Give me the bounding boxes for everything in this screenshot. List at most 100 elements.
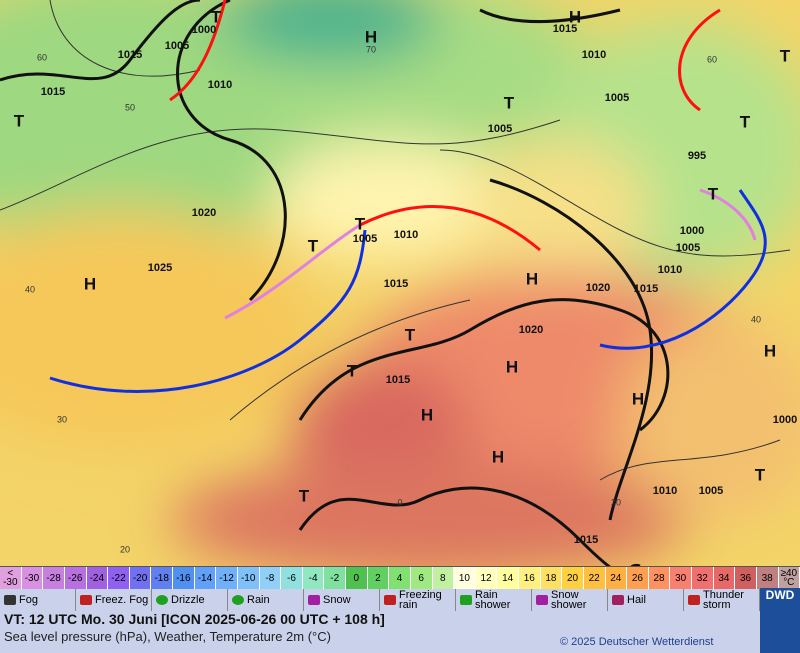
- scale-cell: 32: [692, 567, 714, 589]
- pressure-label: 1020: [519, 324, 543, 336]
- legend-icon: [232, 595, 244, 605]
- scale-cell: 20: [562, 567, 584, 589]
- scale-label: 34: [718, 572, 730, 584]
- grid-label: 50: [125, 102, 135, 112]
- scale-cell: < -30: [0, 567, 22, 589]
- scale-label: -26: [67, 572, 83, 584]
- scale-label: 10: [458, 572, 470, 584]
- logo: DWD: [760, 588, 800, 653]
- legend-label: Rain shower: [475, 589, 511, 611]
- pressure-label: 1005: [488, 123, 512, 135]
- scale-cell: 24: [605, 567, 628, 589]
- scale-cell: 8: [432, 567, 455, 589]
- grid-label: 60: [707, 54, 717, 64]
- scale-cell: -22: [108, 567, 130, 589]
- scale-label: -18: [154, 572, 169, 584]
- scale-label: 36: [740, 572, 752, 584]
- legend-label: Hail: [627, 594, 646, 606]
- legend-label: Rain: [247, 594, 270, 606]
- grid-label: 20: [120, 544, 130, 554]
- grid-label: 60: [37, 52, 47, 62]
- scale-label: -20: [132, 572, 148, 584]
- scale-cell: 30: [670, 567, 692, 589]
- warm-front: [169, 0, 227, 102]
- grid-label: 0: [397, 497, 402, 507]
- legend-item: Rain shower: [456, 589, 532, 611]
- scale-label: ≥40: [780, 568, 798, 579]
- temperature-scale: < -30 -30 -28 -26 -24 -22 -20 -18 -16 -14 -12 -10 -8-…: [0, 566, 800, 589]
- legend-label: Drizzle: [171, 594, 205, 606]
- high-pressure: H: [569, 7, 581, 26]
- weather-legend: Fog Freez. Fog Drizzle Rain Snow Freezing rai…: [0, 589, 760, 611]
- scale-label: 14: [502, 572, 514, 584]
- legend-item: Thunder storm: [684, 589, 760, 611]
- scale-cell: 22: [583, 567, 606, 589]
- scale-cell: 0: [346, 567, 368, 589]
- legend-icon: [80, 595, 92, 605]
- legend-item: Freezing rain: [380, 589, 456, 611]
- pressure-label: 1020: [586, 282, 610, 294]
- isobars: [0, 0, 670, 566]
- pressure-label: 1015: [384, 278, 408, 290]
- scale-cell: -10: [237, 567, 260, 589]
- scale-cell: 34: [713, 567, 736, 589]
- pressure-label: 1020: [192, 207, 216, 219]
- cold-front: [599, 189, 767, 350]
- scale-label: <: [7, 568, 14, 579]
- legend-label: Fog: [19, 594, 38, 606]
- scale-label: 28: [653, 572, 665, 584]
- pressure-label: 1015: [41, 86, 65, 98]
- legend-icon: [384, 595, 396, 605]
- scale-label: 38: [761, 572, 773, 584]
- pressure-label: 1005: [605, 92, 629, 104]
- scale-label: 16: [523, 572, 535, 584]
- legend-label: Freezing rain: [399, 589, 442, 611]
- scale-label: -12: [219, 572, 234, 584]
- legend-icon: [156, 595, 168, 605]
- legend-icon: [612, 595, 624, 605]
- legend-icon: [460, 595, 472, 605]
- pressure-label: 1005: [165, 40, 189, 52]
- scale-cell: -26: [64, 567, 87, 589]
- scale-cell: -16: [173, 567, 195, 589]
- scale-cell: -6: [281, 567, 303, 589]
- legend-item: Drizzle: [152, 589, 228, 611]
- low-pressure: T: [355, 214, 366, 233]
- scale-cell: 6: [410, 567, 433, 589]
- scale-label: -10: [240, 572, 256, 584]
- legend-item: Hail: [608, 589, 684, 611]
- high-pressure: H: [84, 274, 96, 293]
- legend-icon: [308, 595, 320, 605]
- high-pressure: H: [492, 447, 504, 466]
- scale-label: -6: [286, 572, 296, 584]
- pressure-label: 1015: [634, 283, 658, 295]
- scale-cell: 26: [627, 567, 649, 589]
- scale-label: 6: [418, 572, 424, 584]
- pressure-label: 1005: [676, 242, 700, 254]
- grid-label: 70: [366, 44, 376, 54]
- pressure-label: 1010: [658, 264, 682, 276]
- pressure-label: 1005: [699, 485, 723, 497]
- grid-label: 40: [25, 284, 35, 294]
- legend-item: Freez. Fog: [76, 589, 152, 611]
- scale-label: 18: [545, 572, 557, 584]
- legend-item: Rain: [228, 589, 304, 611]
- low-pressure: T: [211, 7, 222, 26]
- low-pressure: T: [299, 486, 310, 505]
- scale-cell: 2: [367, 567, 390, 589]
- scale-label: -30: [3, 577, 18, 588]
- scale-label: 30: [675, 572, 687, 584]
- scale-label: 22: [588, 572, 600, 584]
- occlusion: [699, 188, 757, 241]
- scale-cell: -28: [43, 567, 65, 589]
- legend-label: Snow shower: [551, 589, 587, 611]
- scale-cell: -18: [151, 567, 173, 589]
- scale-cell: 12: [475, 567, 498, 589]
- scale-label: -30: [24, 572, 40, 584]
- low-pressure: T: [405, 325, 416, 344]
- scale-cell: 38: [756, 567, 779, 589]
- high-pressure: H: [421, 405, 433, 424]
- legend-label: Snow: [323, 594, 351, 606]
- legend-label: Thunder storm: [703, 589, 744, 611]
- scale-label: -4: [308, 572, 318, 584]
